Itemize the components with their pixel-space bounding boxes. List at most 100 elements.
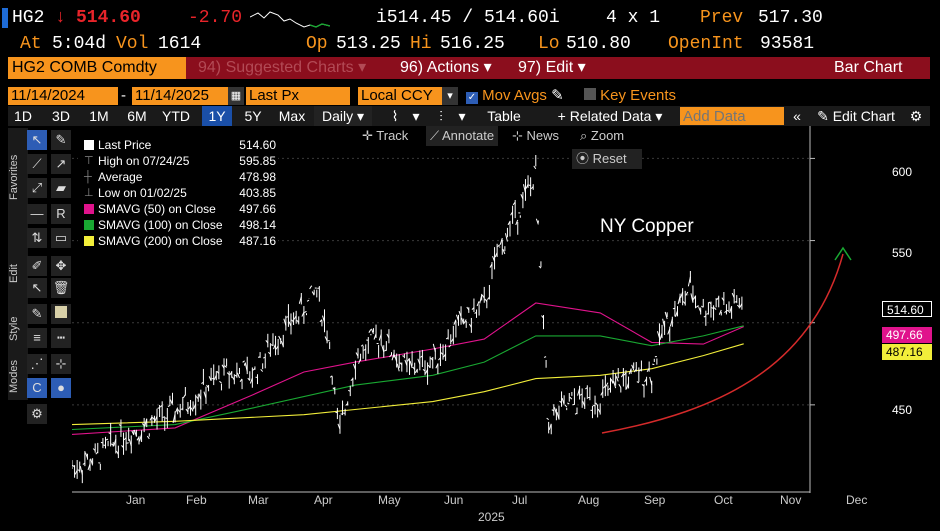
key-events-checkbox[interactable]: Key Events <box>584 87 676 105</box>
currency-dropdown-icon[interactable]: ▾ <box>442 87 458 105</box>
line-weight-icon[interactable]: ≡ <box>27 328 47 348</box>
snap-mode-icon[interactable]: C <box>27 378 47 398</box>
table-button[interactable]: Table <box>487 108 521 124</box>
price-bar-open-tick <box>350 378 354 381</box>
price-bar-open-tick <box>381 345 385 353</box>
calendar-icon[interactable]: ▦ <box>228 87 244 105</box>
price-bar-open-tick <box>548 423 552 431</box>
zoom-tool[interactable]: ⌕ Zoom <box>580 128 625 143</box>
gear-icon[interactable]: ⚙ <box>909 108 923 124</box>
security-field[interactable]: HG2 COMB Comdty <box>8 57 186 79</box>
dropdown-icon: ▾ <box>573 59 586 76</box>
tab-style[interactable]: Style <box>8 316 20 342</box>
channel-tool-icon[interactable]: ▰ <box>51 178 71 198</box>
range-6m[interactable]: 6M <box>127 108 147 124</box>
bid-ask: i514.45 / 514.60i <box>376 8 560 28</box>
edit-chart-button[interactable]: ✎ Edit Chart <box>817 108 895 124</box>
line-tool-icon[interactable]: ⟋ <box>27 154 47 174</box>
range-3d[interactable]: 3D <box>52 108 70 124</box>
price-bar-open-tick <box>585 387 588 390</box>
range-max[interactable]: Max <box>278 108 306 124</box>
suggested-charts-menu[interactable]: 94) Suggested Charts ▾ <box>198 59 367 76</box>
price-bar-open-tick <box>734 300 737 303</box>
price-bar-open-tick <box>484 298 488 302</box>
rectangle-tool-icon[interactable]: ▭ <box>51 228 71 248</box>
range-1m[interactable]: 1M <box>89 108 109 124</box>
ray-tool-icon[interactable]: ↗ <box>51 154 71 174</box>
x-tick-label: Jul <box>512 493 528 507</box>
range-ytd[interactable]: YTD <box>162 108 190 124</box>
legend-row[interactable]: ⊥ Low on 01/02/25 403.85 <box>84 186 276 200</box>
settings-gear-icon[interactable]: ⚙ <box>27 404 47 424</box>
range-1y[interactable]: 1Y <box>202 106 232 126</box>
price-bar-open-tick <box>618 383 622 388</box>
x-tick-label: Mar <box>248 493 269 507</box>
pencil-icon[interactable]: ✎ <box>551 87 564 104</box>
start-date-input[interactable]: 11/14/2024 <box>8 87 118 105</box>
bar-chart-icon[interactable]: ⫶ <box>439 108 443 124</box>
move-icon[interactable]: ✥ <box>51 256 71 276</box>
line-chart-icon[interactable]: ⌇ <box>391 108 399 124</box>
brush-tool-icon[interactable]: ✐ <box>27 256 47 276</box>
collapse-icon[interactable]: « <box>793 108 801 124</box>
legend-row[interactable]: SMAVG (100) on Close 498.14 <box>78 217 278 233</box>
track-tool[interactable]: ✛ Track <box>362 128 409 143</box>
fib-tool-icon[interactable]: ⇅ <box>27 228 47 248</box>
add-data-input[interactable] <box>680 107 784 125</box>
trash-icon[interactable]: 🗑 <box>51 278 71 298</box>
price-bar-open-tick <box>389 354 392 358</box>
ticker[interactable]: HG2 <box>12 8 45 28</box>
price-bar-open-tick <box>237 372 240 379</box>
field-select[interactable]: Last Px <box>246 87 350 105</box>
edit-menu[interactable]: 97) Edit ▾ <box>518 59 586 76</box>
chart-type-dropdown-icon[interactable]: ▾ <box>412 108 420 124</box>
chart-annotation[interactable]: NY Copper <box>600 216 694 237</box>
bar-type-dropdown-icon[interactable]: ▾ <box>458 108 466 124</box>
sma50-price-tag: 497.66 <box>882 327 932 343</box>
legend-row[interactable]: SMAVG (200) on Close 487.16 <box>78 233 278 249</box>
magnet-icon[interactable]: ⋰ <box>27 354 47 374</box>
price-bar-open-tick <box>474 311 477 314</box>
range-5y[interactable]: 5Y <box>244 108 262 124</box>
legend-row[interactable]: SMAVG (50) on Close 497.66 <box>78 201 278 217</box>
annotate-tool[interactable]: ⟋ Annotate <box>426 126 499 146</box>
color-mode-icon[interactable]: ● <box>51 378 71 398</box>
price-bar-open-tick <box>724 310 727 314</box>
legend-row[interactable]: Last Price 514.60 <box>78 137 278 153</box>
quote-row-2: At 5:04d Vol 1614 Op 513.25 Hi 516.25 Lo… <box>0 32 940 56</box>
pointer-icon[interactable]: ↖ <box>27 130 47 150</box>
mov-avgs-checkbox[interactable]: ✓ Mov Avgs ✎ <box>466 87 564 104</box>
related-data-button[interactable]: + Related Data ▾ <box>557 108 663 124</box>
pen-tool-icon[interactable]: ✎ <box>51 130 71 150</box>
fill-color-icon[interactable] <box>51 304 71 324</box>
end-date-input[interactable]: 11/14/2025 <box>132 87 228 105</box>
tab-modes[interactable]: Modes <box>8 359 20 393</box>
horizontal-line-icon[interactable]: — <box>27 204 47 224</box>
crosshair-mode-icon[interactable]: ⊹ <box>51 354 71 374</box>
select-edit-icon[interactable]: ↖ <box>27 278 47 298</box>
price-bar-open-tick <box>687 276 691 287</box>
price-bar-open-tick <box>149 416 153 421</box>
news-tool[interactable]: ⊹ News <box>512 128 560 143</box>
text-tool-icon[interactable]: R <box>51 204 71 224</box>
price-bar-open-tick <box>399 362 403 366</box>
line-style-icon[interactable]: ✎ <box>27 304 47 324</box>
legend-row[interactable]: ⊤ High on 07/24/25 595.85 <box>84 154 276 168</box>
period-select[interactable]: Daily ▾ <box>314 106 372 126</box>
line-dash-icon[interactable]: ┅ <box>51 328 71 348</box>
trend-tool-icon[interactable]: ⤢ <box>27 178 47 198</box>
price-chart[interactable] <box>72 126 880 493</box>
reset-button[interactable]: ⦿ Reset <box>572 149 642 169</box>
tab-edit[interactable]: Edit <box>8 264 20 284</box>
price-bar-open-tick <box>633 368 637 373</box>
price-bar-open-tick <box>100 441 104 444</box>
price-bar-open-tick <box>530 186 534 190</box>
x-tick-label: Feb <box>186 493 207 507</box>
tab-favorites[interactable]: Favorites <box>8 154 20 200</box>
price-bar-open-tick <box>450 338 454 342</box>
actions-menu[interactable]: 96) Actions ▾ <box>400 59 492 76</box>
range-1d[interactable]: 1D <box>14 108 32 124</box>
currency-select[interactable]: Local CCY <box>358 87 442 105</box>
legend-row[interactable]: ┼ Average 478.98 <box>84 170 276 184</box>
price-bar-open-tick <box>438 357 441 361</box>
